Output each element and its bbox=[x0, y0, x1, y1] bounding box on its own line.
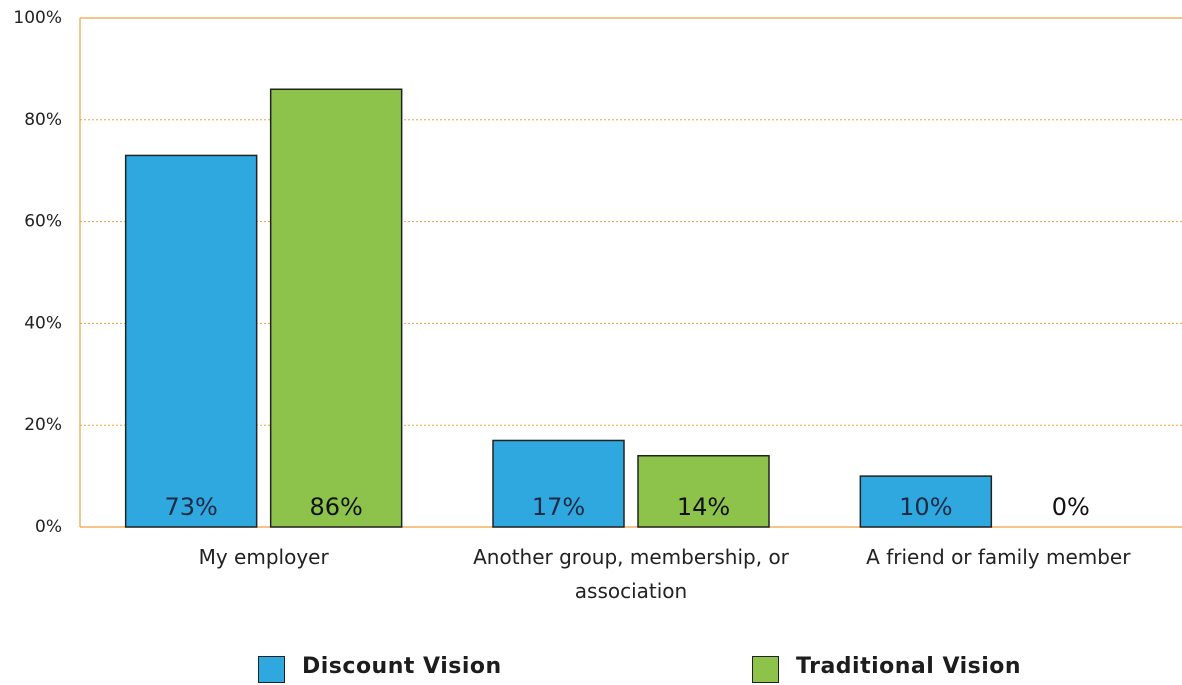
legend-swatch bbox=[752, 656, 779, 683]
y-tick-label: 80% bbox=[24, 110, 62, 130]
bar bbox=[492, 439, 625, 528]
bar bbox=[124, 154, 258, 528]
value-label: 0% bbox=[1052, 493, 1090, 521]
legend-label: Traditional Vision bbox=[796, 654, 1022, 679]
value-label: 14% bbox=[677, 493, 730, 521]
y-tick-label: 0% bbox=[35, 517, 62, 537]
bar bbox=[269, 88, 403, 528]
value-label: 86% bbox=[309, 493, 362, 521]
y-tick-label: 40% bbox=[24, 313, 62, 333]
x-tick-label: My employer bbox=[198, 545, 329, 569]
bar bbox=[859, 475, 993, 528]
y-tick-label: 60% bbox=[24, 212, 62, 232]
legend-label: Discount Vision bbox=[302, 654, 502, 679]
bar bbox=[637, 454, 770, 528]
x-tick-label: Another group, membership, or associatio… bbox=[473, 545, 789, 603]
y-tick-label: 100% bbox=[13, 8, 62, 28]
y-tick-label: 20% bbox=[24, 415, 62, 435]
value-label: 17% bbox=[532, 493, 585, 521]
legend-swatch bbox=[258, 656, 285, 683]
value-label: 73% bbox=[164, 493, 217, 521]
x-tick-label: A friend or family member bbox=[866, 545, 1131, 569]
value-label: 10% bbox=[899, 493, 952, 521]
